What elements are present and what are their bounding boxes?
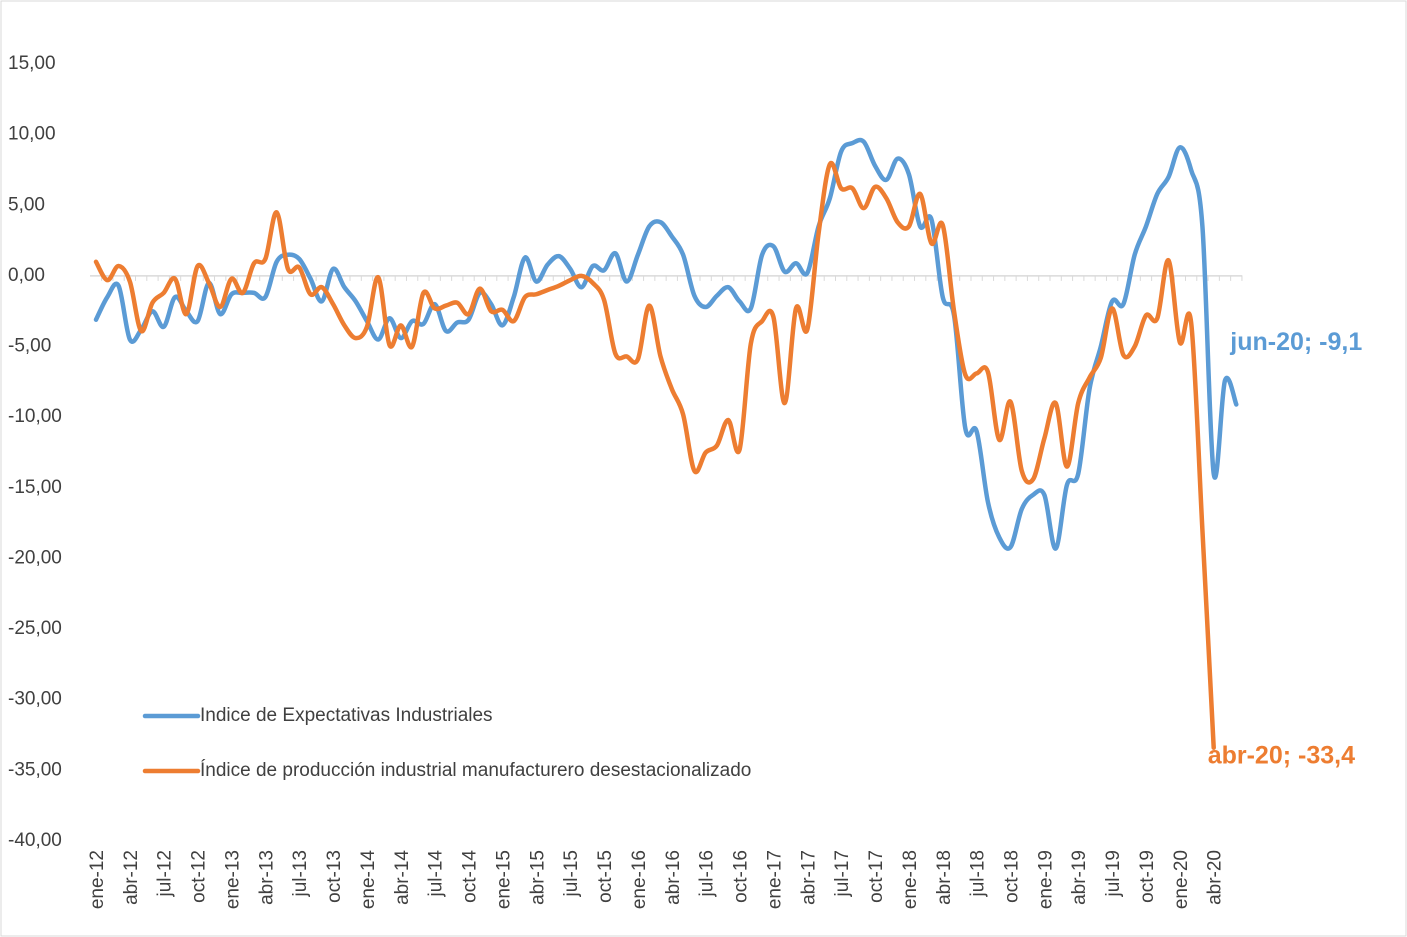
x-tick-label: ene-12 xyxy=(87,850,108,909)
x-tick-label: abr-19 xyxy=(1069,850,1090,905)
annotation: jun-20; -9,1 xyxy=(1229,328,1362,356)
x-tick-label: jul-17 xyxy=(832,850,853,897)
y-tick-label: 10,00 xyxy=(8,124,56,145)
y-tick-label: 5,00 xyxy=(8,194,45,215)
x-tick-label: abr-14 xyxy=(392,850,413,905)
series-line xyxy=(93,137,1239,551)
y-tick-label: -30,00 xyxy=(8,689,62,710)
y-tick-label: 0,00 xyxy=(8,265,45,286)
y-tick-label: -35,00 xyxy=(8,759,62,780)
y-tick-label: -25,00 xyxy=(8,618,62,639)
x-tick-label: ene-13 xyxy=(222,850,243,909)
x-tick-label: oct-16 xyxy=(731,850,752,903)
x-tick-label: ene-15 xyxy=(493,850,514,909)
x-tick-label: ene-19 xyxy=(1035,850,1056,909)
legend-label: Indice de Expectativas Industriales xyxy=(200,705,493,726)
y-tick-label: -10,00 xyxy=(8,406,62,427)
x-tick-label: abr-13 xyxy=(256,850,277,905)
x-tick-label: oct-18 xyxy=(1001,850,1022,903)
x-tick-label: ene-17 xyxy=(764,850,785,909)
x-tick-label: oct-14 xyxy=(460,850,481,903)
x-tick-label: jul-18 xyxy=(968,850,989,897)
x-tick-label: oct-13 xyxy=(324,850,345,903)
x-tick-label: ene-14 xyxy=(358,850,379,910)
x-tick-label: abr-18 xyxy=(934,850,955,905)
x-tick-label: abr-12 xyxy=(121,850,142,905)
x-tick-label: jul-12 xyxy=(155,850,176,897)
x-tick-label: abr-16 xyxy=(663,850,684,905)
y-tick-label: -15,00 xyxy=(8,477,62,498)
y-tick-label: -40,00 xyxy=(8,830,62,851)
x-tick-label: abr-20 xyxy=(1205,850,1226,905)
x-tick-label: jul-15 xyxy=(561,850,582,897)
x-tick-label: ene-20 xyxy=(1171,850,1192,909)
x-tick-label: abr-17 xyxy=(798,850,819,905)
y-tick-label: -20,00 xyxy=(8,547,62,568)
x-tick-label: oct-19 xyxy=(1137,850,1158,903)
x-tick-label: ene-18 xyxy=(900,850,921,909)
x-tick-label: oct-17 xyxy=(866,850,887,903)
legend-label: Índice de producción industrial manufact… xyxy=(200,760,751,781)
x-tick-label: abr-15 xyxy=(527,850,548,905)
x-tick-label: jul-16 xyxy=(697,850,718,897)
x-tick-label: jul-14 xyxy=(426,850,447,898)
x-tick-label: jul-19 xyxy=(1103,850,1124,897)
x-tick-label: oct-12 xyxy=(189,850,210,903)
x-tick-label: oct-15 xyxy=(595,850,616,903)
y-tick-label: 15,00 xyxy=(8,53,56,74)
series-line xyxy=(93,160,1216,751)
x-tick-label: jul-13 xyxy=(290,850,311,897)
y-tick-label: -5,00 xyxy=(8,336,51,357)
annotation: abr-20; -33,4 xyxy=(1208,741,1355,769)
x-tick-label: ene-16 xyxy=(629,850,650,909)
